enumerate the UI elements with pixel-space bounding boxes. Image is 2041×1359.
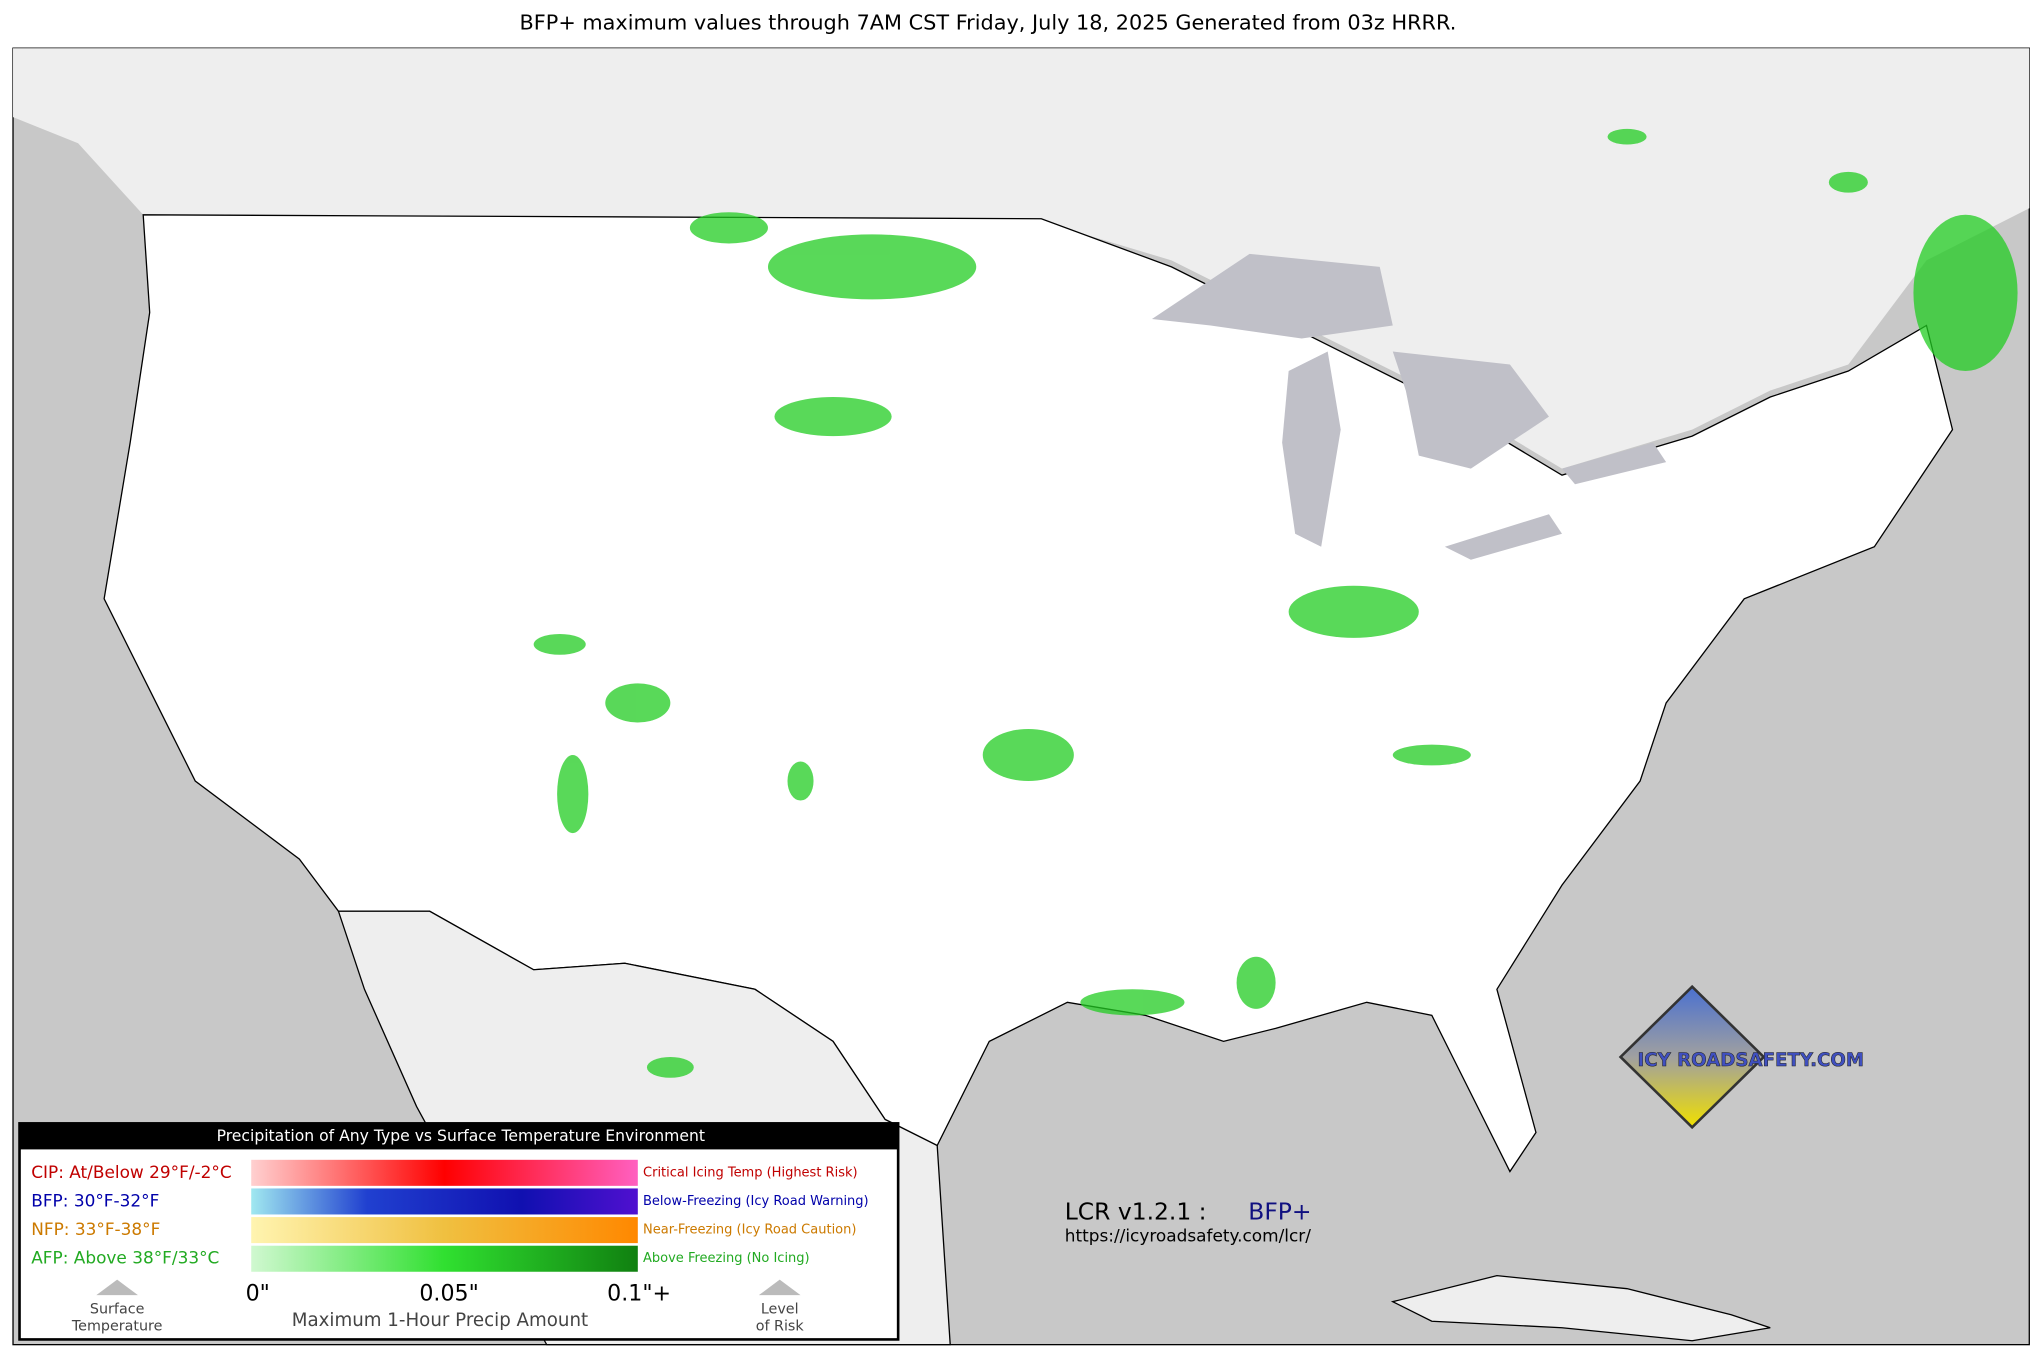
precip-areas [533, 128, 2018, 1078]
version-block: LCR v1.2.1 : BFP+ https://icyroadsafety.… [1065, 1198, 1312, 1246]
cuba [1390, 1275, 1771, 1342]
url-label: https://icyroadsafety.com/lcr/ [1065, 1226, 1311, 1246]
version-label: LCR v1.2.1 : [1065, 1198, 1207, 1226]
right-arrow [758, 1279, 801, 1296]
lake-ontario [1561, 442, 1667, 485]
row-gradient [251, 1245, 638, 1272]
scale-axis-label: Maximum 1-Hour Precip Amount [292, 1310, 588, 1331]
product-label: BFP+ [1248, 1198, 1311, 1226]
right-label: Level [761, 1302, 799, 1318]
row-label: NFP: 33°F-38°F [31, 1219, 160, 1239]
row-gradient [251, 1217, 638, 1244]
scale-label: 0.05" [419, 1280, 478, 1306]
map-title: BFP+ maximum values through 7AM CST Frid… [520, 10, 1457, 34]
lake-erie [1444, 514, 1562, 560]
logo: ICY ROADSAFETY.COM [1618, 984, 1864, 1130]
legend-header: Precipitation of Any Type vs Surface Tem… [217, 1127, 705, 1145]
row-label: CIP: At/Below 29°F/-2°C [31, 1162, 231, 1182]
scale-label: 0" [246, 1280, 270, 1306]
row-description: Above Freezing (No Icing) [643, 1251, 810, 1266]
row-description: Near-Freezing (Icy Road Caution) [643, 1223, 856, 1238]
lake-michigan [1282, 351, 1341, 547]
row-gradient [251, 1188, 638, 1215]
scale-label: 0.1"+ [607, 1280, 671, 1306]
legend-header-bg [19, 1123, 899, 1150]
left-label: Temperature [71, 1318, 163, 1334]
row-gradient [251, 1159, 638, 1186]
logo-text: ICY ROADSAFETY.COM [1637, 1050, 1864, 1071]
lake-huron [1392, 351, 1549, 469]
row-label: BFP: 30°F-32°F [31, 1190, 159, 1210]
row-description: Critical Icing Temp (Highest Risk) [643, 1165, 858, 1180]
lake-superior [1151, 253, 1393, 339]
row-label: AFP: Above 38°F/33°C [31, 1248, 219, 1268]
legend-rows: CIP: At/Below 29°F/-2°C Critical Icing Te… [31, 1159, 869, 1272]
legend: Precipitation of Any Type vs Surface Tem… [18, 1122, 900, 1341]
left-label: Surface [90, 1302, 145, 1318]
canada [13, 48, 2030, 469]
row-description: Below-Freezing (Icy Road Warning) [643, 1194, 869, 1209]
right-label: of Risk [756, 1318, 805, 1334]
logo-diamond [1618, 984, 1766, 1130]
left-arrow [96, 1279, 138, 1296]
